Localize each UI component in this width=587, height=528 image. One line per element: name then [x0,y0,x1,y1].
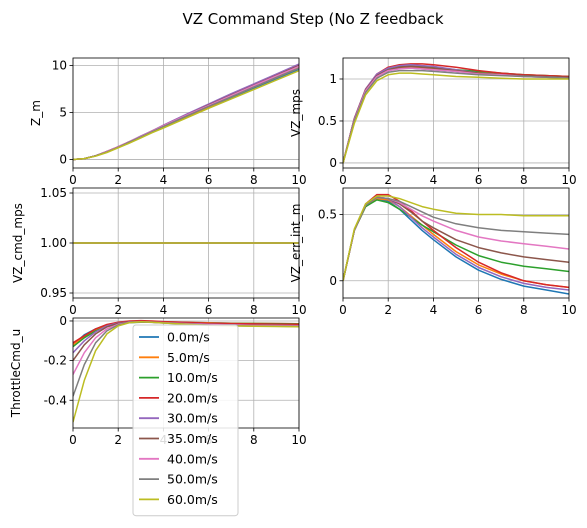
x-tick-label: 10 [561,303,576,317]
series-group [343,193,569,295]
y-tick-label: -0.2 [44,354,67,368]
legend-label: 5.0m/s [167,350,210,365]
x-tick-label: 10 [291,303,306,317]
y-tick-label: 1.05 [40,186,67,200]
y-tick-label: 0.95 [40,286,67,300]
x-tick-label: 10 [561,173,576,187]
subplot-vz_cmd_mps: 0 2 4 6 8 10 0.95 1.00 1.05 VZ_cmd_mps [11,186,307,317]
y-tick-label: 1 [329,72,337,86]
x-tick-label: 8 [520,303,528,317]
x-tick-label: 2 [384,303,392,317]
legend-label: 60.0m/s [167,492,218,507]
y-tick-label: 0 [59,153,67,167]
series-group [343,63,569,164]
x-tick-label: 8 [250,303,258,317]
subplot-vz_err_int_m: 0 2 4 6 8 10 0 0.5 VZ_err_int_m [289,187,577,317]
x-tick-label: 6 [205,303,213,317]
x-tick-label: 4 [160,303,168,317]
x-tick-label: 6 [475,173,483,187]
y-tick-label: 0 [329,274,337,288]
x-tick-label: 8 [250,433,258,447]
x-tick-label: 0 [69,173,77,187]
x-tick-label: 10 [291,173,306,187]
y-tick-label: 10 [52,59,67,73]
legend-label: 30.0m/s [167,411,218,426]
figure-title: VZ Command Step (No Z feedback [182,10,443,28]
x-tick-label: 6 [475,303,483,317]
x-tick-label: 4 [430,303,438,317]
legend: 0.0m/s 5.0m/s 10.0m/s 20.0m/s 30.0m/s 35.0m/s… [132,324,239,517]
axes-frame [342,187,570,299]
series-group [73,319,299,423]
subplot-vz_mps: 0 2 4 6 8 10 0 0.5 1 VZ_mps [289,57,577,187]
x-tick-label: 4 [160,173,168,187]
x-tick-label: 8 [250,173,258,187]
x-tick-label: 0 [69,433,77,447]
y-tick-label: 0.5 [318,208,337,222]
y-tick-label: 5 [59,106,67,120]
y-tick-label: 0.5 [318,114,337,128]
series-line-10.0m/s [343,199,569,281]
y-axis-label: VZ_cmd_mps [11,203,25,283]
x-tick-label: 2 [114,433,122,447]
x-tick-label: 10 [291,433,306,447]
y-axis-label: VZ_err_int_m [289,204,303,283]
series-line-60.0m/s [73,321,299,423]
series-line-60.0m/s [343,195,569,281]
y-tick-label: -0.4 [44,393,67,407]
legend-label: 10.0m/s [167,370,218,385]
series-group [73,63,299,161]
x-tick-label: 2 [114,173,122,187]
x-tick-label: 0 [339,173,347,187]
x-tick-label: 6 [205,173,213,187]
x-tick-label: 0 [339,303,347,317]
series-line-20.0m/s [73,319,299,344]
legend-box [132,324,239,517]
x-tick-label: 2 [114,303,122,317]
legend-label: 0.0m/s [167,330,210,345]
series-line-60.0m/s [73,70,299,161]
legend-label: 20.0m/s [167,390,218,405]
series-line-50.0m/s [343,69,569,164]
y-axis-label: Z_m [29,100,43,126]
x-tick-label: 8 [520,173,528,187]
subplot-z_m: 0 2 4 6 8 10 0 5 10 Z_m [29,57,307,187]
axes-frame [72,57,300,169]
legend-label: 35.0m/s [167,431,218,446]
x-tick-label: 0 [69,303,77,317]
series-line-50.0m/s [343,196,569,281]
y-axis-label: ThrottleCmd_u [9,329,23,418]
legend-label: 40.0m/s [167,451,218,466]
x-tick-label: 2 [384,173,392,187]
axes-frame [342,57,570,169]
y-tick-label: 0 [59,314,67,328]
y-axis-label: VZ_mps [289,89,303,137]
series-line-60.0m/s [343,72,569,164]
y-tick-label: 0 [329,156,337,170]
y-tick-label: 1.00 [40,236,67,250]
x-tick-label: 4 [430,173,438,187]
legend-label: 50.0m/s [167,472,218,487]
